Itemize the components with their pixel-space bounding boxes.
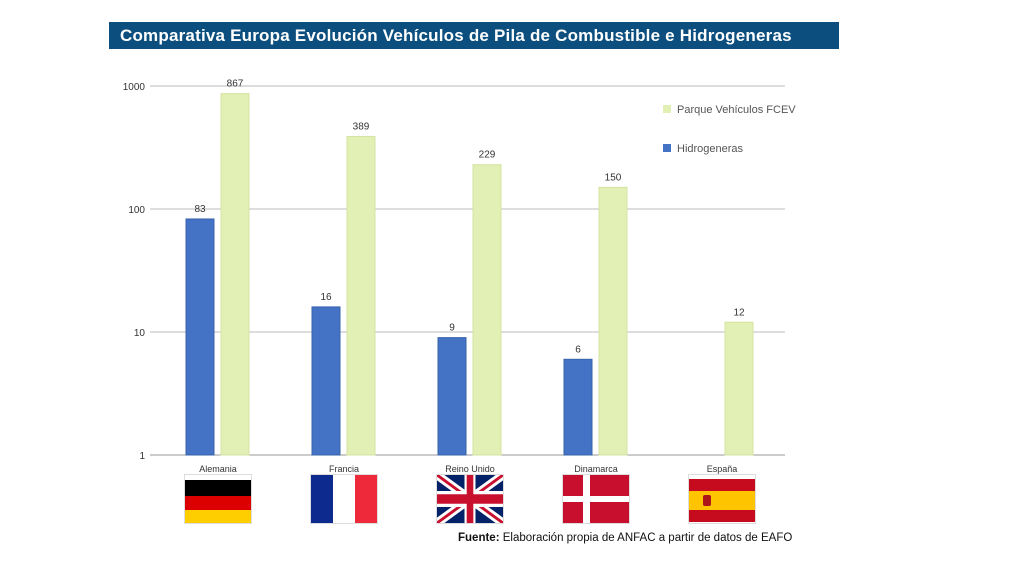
- bar-fcev: [346, 135, 376, 456]
- bar-fcev: [724, 321, 754, 456]
- source-label: Fuente:: [458, 532, 500, 544]
- bar-fcev: [598, 186, 628, 456]
- category-label: Alemania: [199, 464, 237, 474]
- legend-swatch: [663, 105, 671, 113]
- y-tick-label: 100: [128, 205, 145, 216]
- bar-hidrogeneras: [185, 218, 215, 456]
- data-label: 6: [575, 344, 581, 355]
- legend-swatch: [663, 144, 671, 152]
- y-tick-label: 10: [134, 328, 146, 339]
- category-label: Dinamarca: [574, 464, 618, 474]
- bar-fcev: [472, 164, 502, 456]
- category-label: España: [706, 464, 738, 474]
- bar-hidrogeneras: [437, 337, 467, 456]
- bar-hidrogeneras: [563, 358, 593, 456]
- legend-label: Parque Vehículos FCEV: [677, 104, 796, 116]
- flag-icon-dinamarca: [562, 474, 630, 524]
- chart-title: Comparativa Europa Evolución Vehículos d…: [109, 22, 839, 49]
- source-note: Fuente: Elaboración propia de ANFAC a pa…: [458, 532, 792, 544]
- category-label: Reino Unido: [445, 464, 495, 474]
- bar-hidrogeneras: [311, 306, 341, 456]
- data-label: 9: [449, 323, 455, 334]
- flag-icon-alemania: [184, 474, 252, 524]
- flag-icon-españa: [688, 474, 756, 524]
- flag-icon-reino-unido: [436, 474, 504, 524]
- category-label: Francia: [328, 464, 359, 474]
- data-label: 83: [194, 204, 206, 215]
- legend-label: Hidrogeneras: [677, 143, 744, 155]
- data-label: 229: [479, 150, 496, 161]
- data-label: 16: [320, 292, 332, 303]
- y-tick-label: 1000: [123, 82, 146, 93]
- bar-fcev: [220, 93, 250, 456]
- data-label: 867: [227, 79, 244, 90]
- source-text: Elaboración propia de ANFAC a partir de …: [499, 532, 793, 544]
- flag-icon-francia: [310, 474, 378, 524]
- data-label: 150: [605, 172, 622, 183]
- data-label: 12: [733, 307, 745, 318]
- data-label: 389: [353, 121, 370, 132]
- y-tick-label: 1: [139, 451, 145, 462]
